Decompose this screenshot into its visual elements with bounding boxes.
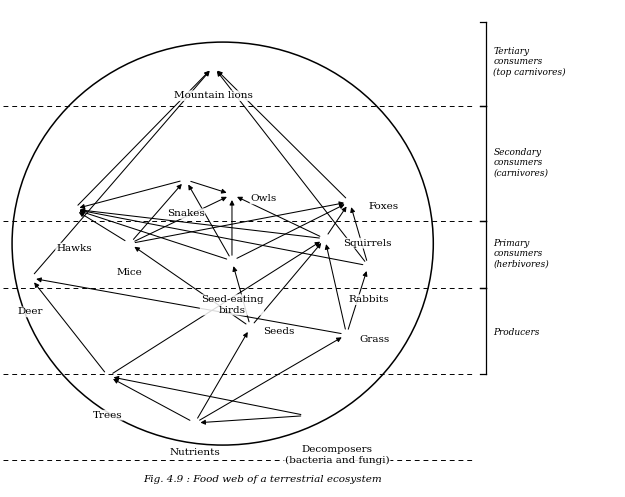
Text: Nutrients: Nutrients bbox=[169, 447, 220, 457]
Text: Hawks: Hawks bbox=[56, 244, 92, 252]
Text: Owls: Owls bbox=[251, 194, 277, 203]
Text: Secondary
consumers
(carnivores): Secondary consumers (carnivores) bbox=[493, 148, 548, 177]
Text: Rabbits: Rabbits bbox=[348, 295, 389, 304]
Text: Seeds: Seeds bbox=[263, 327, 294, 336]
Text: Mice: Mice bbox=[117, 268, 142, 277]
Text: Primary
consumers
(herbivores): Primary consumers (herbivores) bbox=[493, 239, 549, 268]
Text: Fig. 4.9 : Food web of a terrestrial ecosystem: Fig. 4.9 : Food web of a terrestrial eco… bbox=[144, 476, 382, 485]
Text: Seed-eating
birds: Seed-eating birds bbox=[201, 295, 263, 315]
Text: Tertiary
consumers
(top carnivores): Tertiary consumers (top carnivores) bbox=[493, 47, 566, 77]
Text: Grass: Grass bbox=[359, 334, 389, 343]
Text: Mountain lions: Mountain lions bbox=[174, 91, 253, 100]
Text: Snakes: Snakes bbox=[167, 209, 204, 218]
Text: Squirrels: Squirrels bbox=[344, 239, 392, 248]
Text: Producers: Producers bbox=[493, 328, 540, 336]
Text: Decomposers
(bacteria and fungi): Decomposers (bacteria and fungi) bbox=[285, 445, 389, 465]
Text: Deer: Deer bbox=[18, 308, 43, 317]
Text: Foxes: Foxes bbox=[368, 202, 398, 211]
Text: Trees: Trees bbox=[93, 411, 123, 419]
